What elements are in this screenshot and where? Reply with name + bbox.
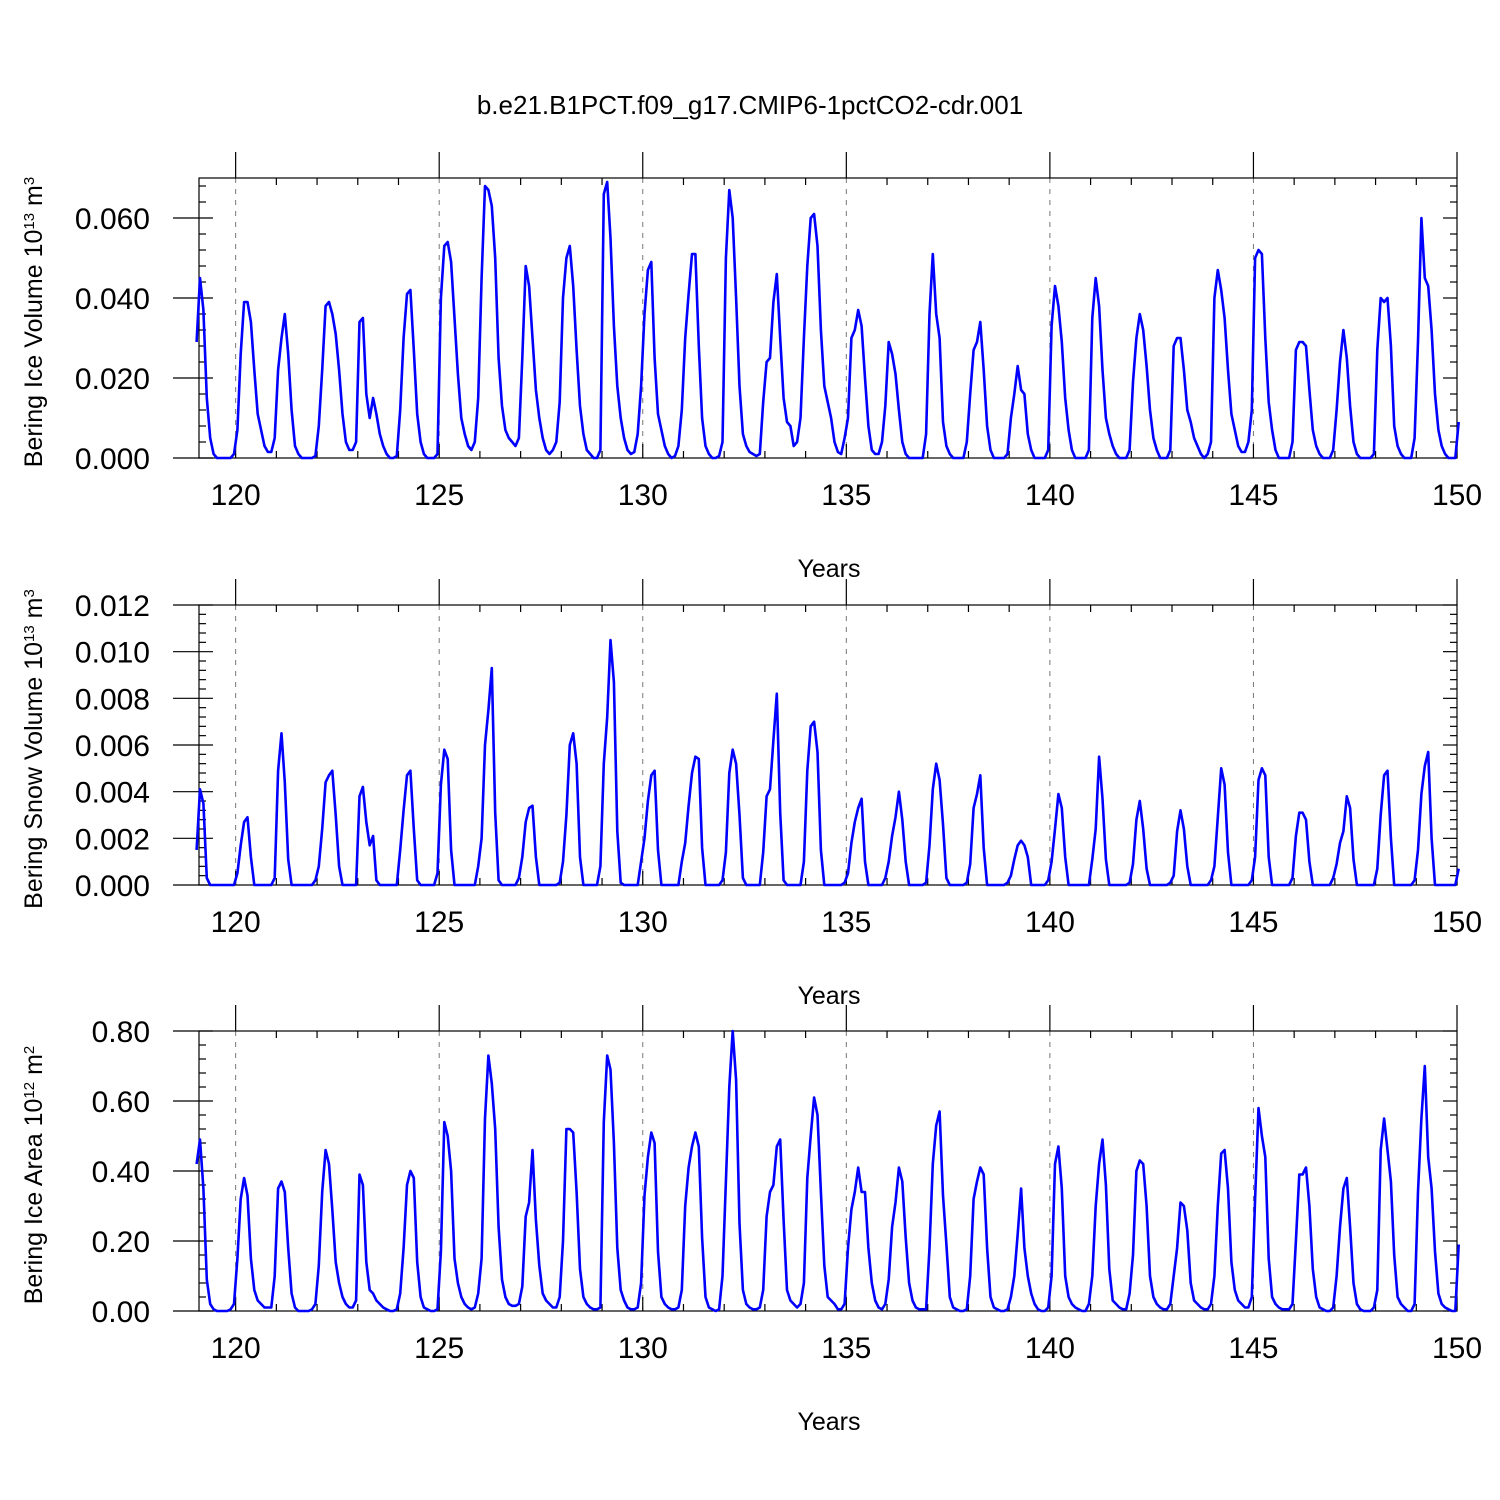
y-axis-label: Bering Snow Volume 1013 m3 [20, 589, 48, 909]
y-tick-label: 0.80 [92, 1016, 150, 1049]
x-tick-label: 145 [1228, 1332, 1278, 1365]
plot-frame [198, 177, 1458, 459]
y-axis-label-text: Bering Snow Volume 10 [20, 642, 48, 909]
y-tick-label: 0.000 [75, 870, 150, 903]
x-tick-label: 125 [414, 1332, 464, 1365]
y-tick-label: 0.00 [92, 1296, 150, 1329]
x-tick-label: 140 [1025, 1332, 1075, 1365]
x-tick-label: 120 [211, 479, 261, 512]
x-tick-label: 130 [618, 1332, 668, 1365]
plot-frame [198, 1030, 1458, 1312]
x-tick-label: 150 [1432, 906, 1482, 939]
x-axis-label: Years [797, 1408, 860, 1436]
y-tick-label: 0.060 [75, 203, 150, 236]
chart-panel-1: 120 125 130 135 140 145 150 0.000 0.020 0.040 0.06… [20, 152, 1482, 583]
x-tick-label: 135 [821, 479, 871, 512]
chart-panel-2: 120 125 130 135 140 145 150 0.000 0.002 0.004 0.00… [20, 579, 1482, 1010]
y-tick-label: 0.004 [75, 777, 150, 810]
y-axis-label: Bering Ice Volume 1013 m3 [20, 177, 48, 467]
y-tick-label: 0.60 [92, 1086, 150, 1119]
chart-panel-3: 120 125 130 135 140 145 150 0.00 0.20 0.40 0.60 0.8… [20, 1005, 1482, 1436]
x-tick-label: 140 [1025, 906, 1075, 939]
y-tick-label: 0.020 [75, 363, 150, 396]
x-tick-label: 130 [618, 906, 668, 939]
x-tick-label: 120 [211, 906, 261, 939]
y-tick-label: 0.010 [75, 637, 150, 670]
panels-container: 120 125 130 135 140 145 150 0.000 0.020 0.040 0.06… [20, 152, 1482, 1436]
y-axis-label-text: Bering Ice Volume 10 [20, 230, 48, 468]
x-tick-label: 145 [1228, 906, 1278, 939]
y-axis-label-exponent: 12 [21, 1082, 38, 1099]
y-tick-label: 0.20 [92, 1226, 150, 1259]
y-tick-label: 0.006 [75, 730, 150, 763]
x-axis-label: Years [797, 982, 860, 1010]
y-axis-label-unit: m [20, 1054, 48, 1082]
x-tick-label: 145 [1228, 479, 1278, 512]
series-line-1 [195, 638, 1460, 887]
y-axis-label-unit: m [20, 185, 48, 213]
y-axis-label-exponent: 13 [21, 213, 38, 230]
x-axis-label: Years [797, 555, 860, 583]
x-tick-label: 135 [821, 1332, 871, 1365]
y-tick-label: 0.002 [75, 823, 150, 856]
y-axis-label-unit-exponent: 3 [21, 589, 38, 597]
figure-title: b.e21.B1PCT.f09_g17.CMIP6-1pctCO2-cdr.00… [477, 90, 1023, 120]
x-tick-label: 120 [211, 1332, 261, 1365]
y-tick-label: 0.40 [92, 1156, 150, 1189]
y-tick-label: 0.040 [75, 283, 150, 316]
y-axis-label-exponent: 13 [21, 625, 38, 642]
y-tick-label: 0.008 [75, 683, 150, 716]
y-axis-label-unit: m [20, 598, 48, 626]
series-line-1 [195, 180, 1460, 460]
x-tick-label: 150 [1432, 1332, 1482, 1365]
y-axis-label: Bering Ice Area 1012 m2 [20, 1046, 48, 1305]
y-axis-label-unit-exponent: 2 [21, 1046, 38, 1054]
x-tick-label: 135 [821, 906, 871, 939]
y-tick-label: 0.000 [75, 443, 150, 476]
x-tick-label: 125 [414, 906, 464, 939]
x-tick-label: 140 [1025, 479, 1075, 512]
series-line-1 [195, 1029, 1460, 1313]
x-tick-label: 130 [618, 479, 668, 512]
x-tick-label: 150 [1432, 479, 1482, 512]
x-tick-label: 125 [414, 479, 464, 512]
y-tick-label: 0.012 [75, 590, 150, 623]
y-axis-label-text: Bering Ice Area 10 [20, 1099, 48, 1305]
y-axis-label-unit-exponent: 3 [21, 177, 38, 185]
